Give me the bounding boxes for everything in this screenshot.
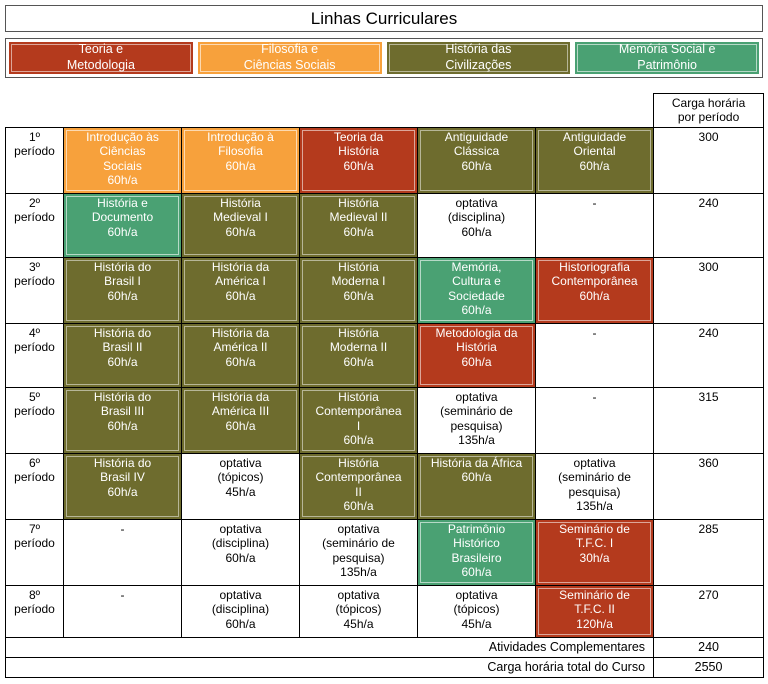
course-cell: Introdução à Filosofia 60h/a: [181, 127, 300, 194]
footer-row-atividades: Atividades Complementares 240: [4, 637, 765, 658]
legend-item-historia-civilizacoes: História das Civilizações: [386, 42, 571, 74]
course-cell: optativa (tópicos) 45h/a: [181, 453, 300, 520]
table-row-period-8: 8º período - optativa (disciplina) 60h/a…: [5, 585, 765, 638]
course-cell: História do Brasil II 60h/a: [63, 323, 182, 388]
period-total-hours: 240: [653, 323, 765, 388]
course-cell: História da América III 60h/a: [181, 387, 300, 454]
course-cell: Introdução às Ciências Sociais 60h/a: [63, 127, 182, 194]
course-cell: optativa (tópicos) 45h/a: [299, 585, 418, 638]
table-row-period-7: 7º período - optativa (disciplina) 60h/a…: [5, 519, 765, 586]
table-row-period-3: 3º período História do Brasil I 60h/a Hi…: [5, 257, 765, 324]
course-cell: -: [534, 387, 655, 454]
course-cell: História do Brasil IV 60h/a: [63, 453, 182, 520]
period-total-hours: 300: [653, 257, 765, 324]
course-cell: -: [534, 193, 655, 258]
period-total-hours: 315: [653, 387, 765, 454]
course-cell: optativa (tópicos) 45h/a: [417, 585, 536, 638]
table-row-period-1: 1º período Introdução às Ciências Sociai…: [5, 127, 765, 194]
table-row-period-5: 5º período História do Brasil III 60h/a …: [5, 387, 765, 454]
course-cell: História da América II 60h/a: [181, 323, 300, 388]
course-cell: optativa (disciplina) 60h/a: [181, 519, 300, 586]
course-cell: -: [63, 519, 182, 586]
complementary-activities-hours: 240: [653, 637, 765, 658]
course-cell: Antiguidade Clássica 60h/a: [417, 127, 536, 194]
table-row-period-6: 6º período História do Brasil IV 60h/a o…: [5, 453, 765, 520]
course-cell: História do Brasil III 60h/a: [63, 387, 182, 454]
course-cell: História do Brasil I 60h/a: [63, 257, 182, 324]
course-cell: Patrimônio Histórico Brasileiro 60h/a: [417, 519, 536, 586]
course-cell: Seminário de T.F.C. II 120h/a: [534, 585, 655, 638]
period-label: 7º período: [5, 519, 64, 586]
course-cell: História Medieval I 60h/a: [181, 193, 300, 258]
course-cell: História Moderna II 60h/a: [299, 323, 418, 388]
period-total-hours: 270: [653, 585, 765, 638]
course-cell: optativa (seminário de pesquisa) 135h/a: [299, 519, 418, 586]
header-spacer: [5, 93, 654, 128]
period-total-hours: 300: [653, 127, 765, 194]
period-total-hours: 240: [653, 193, 765, 258]
course-cell: História Moderna I 60h/a: [299, 257, 418, 324]
course-total-label: Carga horária total do Curso: [4, 657, 655, 678]
course-cell: História da América I 60h/a: [181, 257, 300, 324]
curriculum-table: Carga horária por período 1º período Int…: [4, 93, 765, 678]
legend-item-memoria-social-patrimonio: Memória Social e Patrimônio: [575, 42, 759, 74]
course-cell: História Contemporânea I 60h/a: [299, 387, 418, 454]
course-cell: optativa (disciplina) 60h/a: [417, 193, 536, 258]
course-cell: História Contemporânea II 60h/a: [299, 453, 418, 520]
table-row-period-4: 4º período História do Brasil II 60h/a H…: [5, 323, 765, 388]
course-cell: História Medieval II 60h/a: [299, 193, 418, 258]
legend: Teoria e Metodologia Filosofia e Ciência…: [5, 38, 763, 78]
course-cell: optativa (seminário de pesquisa) 135h/a: [417, 387, 536, 454]
course-cell: optativa (disciplina) 60h/a: [181, 585, 300, 638]
period-label: 8º período: [5, 585, 64, 638]
course-cell: Metodologia da História 60h/a: [417, 323, 536, 388]
table-header-row: Carga horária por período: [5, 93, 765, 128]
legend-item-filosofia-ciencias-sociais: Filosofia e Ciências Sociais: [197, 42, 382, 74]
course-cell: Historiografia Contemporânea 60h/a: [534, 257, 655, 324]
period-label: 4º período: [5, 323, 64, 388]
complementary-activities-label: Atividades Complementares: [4, 637, 655, 658]
period-label: 5º período: [5, 387, 64, 454]
course-cell: Seminário de T.F.C. I 30h/a: [534, 519, 655, 586]
course-cell: optativa (seminário de pesquisa) 135h/a: [534, 453, 655, 520]
period-label: 2º período: [5, 193, 64, 258]
period-label: 1º período: [5, 127, 64, 194]
page-title: Linhas Curriculares: [5, 5, 763, 32]
period-total-hours: 360: [653, 453, 765, 520]
course-cell: História da África 60h/a: [417, 453, 536, 520]
period-label: 3º período: [5, 257, 64, 324]
course-cell: Antiguidade Oriental 60h/a: [534, 127, 655, 194]
course-total-hours: 2550: [653, 657, 765, 678]
course-cell: História e Documento 60h/a: [63, 193, 182, 258]
table-row-period-2: 2º período História e Documento 60h/a Hi…: [5, 193, 765, 258]
legend-item-teoria-metodologia: Teoria e Metodologia: [9, 42, 193, 74]
course-cell: -: [63, 585, 182, 638]
course-cell: Teoria da História 60h/a: [299, 127, 418, 194]
hours-column-header: Carga horária por período: [653, 93, 765, 128]
course-cell: -: [534, 323, 655, 388]
footer-row-total: Carga horária total do Curso 2550: [4, 657, 765, 678]
course-cell: Memória, Cultura e Sociedade 60h/a: [417, 257, 536, 324]
period-label: 6º período: [5, 453, 64, 520]
period-total-hours: 285: [653, 519, 765, 586]
